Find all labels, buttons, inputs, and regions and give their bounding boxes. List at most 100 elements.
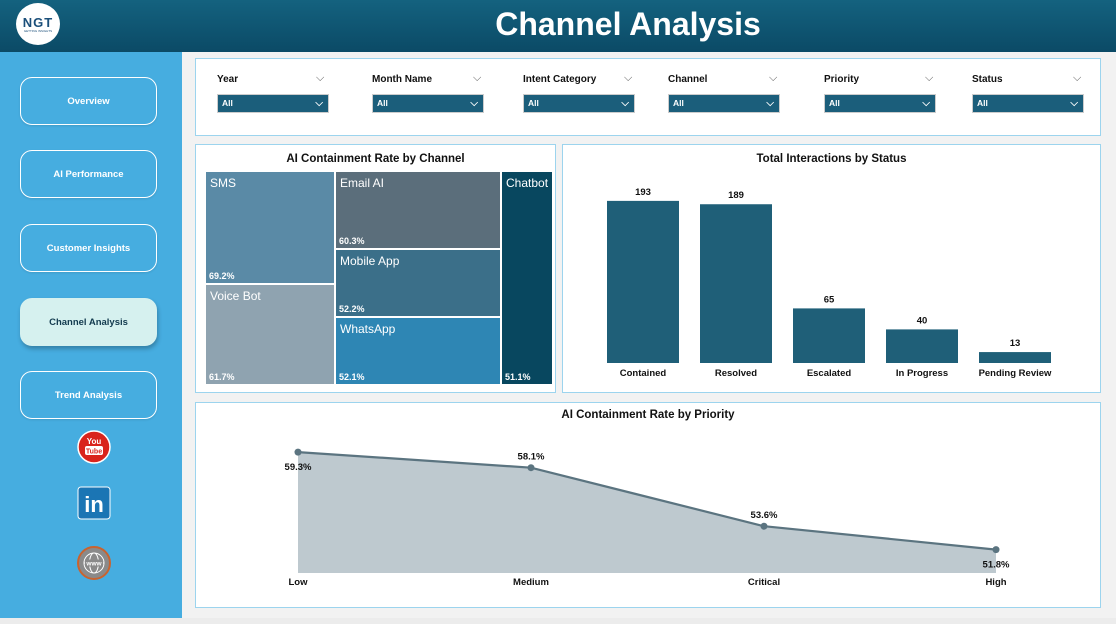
dropdown-value: All (528, 98, 539, 108)
globe-text: www (85, 561, 102, 568)
main-area: Year ⌵ All ⌵ Month Name ⌵ All ⌵ Intent Cat… (182, 52, 1116, 618)
logo-text: NGT (22, 14, 54, 30)
bar-value-label: 13 (1010, 338, 1021, 349)
youtube-text-tube: Tube (86, 449, 102, 456)
year-dropdown[interactable]: All ⌵ (217, 94, 329, 113)
sidebar: Overview AI Performance Customer Insight… (0, 52, 182, 618)
filter-panel: Year ⌵ All ⌵ Month Name ⌵ All ⌵ Intent Cat… (195, 58, 1101, 136)
bar-value-label: 193 (635, 187, 651, 198)
dropdown-value: All (222, 98, 233, 108)
area-point[interactable] (760, 522, 768, 530)
logo-subtext: GETTING INSIGHTS (23, 28, 53, 33)
tile-name: WhatsApp (340, 322, 396, 336)
area-line (297, 451, 997, 551)
chevron-down-icon[interactable]: ⌵ (1073, 72, 1082, 84)
area-chart: 59.3% Low 58.1% Medium 53.6% Critical 51.8% Hig… (285, 448, 1010, 588)
area-chart-title: AI Containment Rate by Priority (561, 409, 735, 421)
area-data-label: 59.3% (285, 462, 312, 473)
nav-overview-button[interactable]: Overview (20, 77, 157, 125)
tile-value: 52.2% (339, 304, 365, 314)
bar-resolved[interactable] (700, 204, 772, 363)
channel-dropdown[interactable]: All ⌵ (668, 94, 780, 113)
youtube-text-you: You (87, 437, 102, 446)
tile-value: 60.3% (339, 236, 365, 246)
tile-name: Mobile App (340, 254, 400, 268)
filter-label: Priority (824, 74, 860, 85)
priority-area-chart-panel: AI Containment Rate by Priority 59.3% Low… (195, 402, 1101, 608)
status-bar-chart-panel: Total Interactions by Status 193 Containe… (562, 144, 1101, 393)
area-point[interactable] (294, 448, 302, 456)
nav-ai-performance-button[interactable]: AI Performance (20, 150, 157, 198)
youtube-icon[interactable]: You Tube (77, 430, 111, 464)
tile-value: 52.1% (339, 372, 365, 382)
area-category-label: High (985, 577, 1006, 588)
intent-category-dropdown[interactable]: All ⌵ (523, 94, 635, 113)
bar-category-label: Escalated (807, 368, 852, 379)
chevron-down-icon[interactable]: ⌵ (473, 72, 482, 84)
nav-customer-insights-button[interactable]: Customer Insights (20, 224, 157, 272)
status-dropdown[interactable]: All ⌵ (972, 94, 1084, 113)
chevron-down-icon: ⌵ (470, 98, 478, 109)
chevron-down-icon[interactable]: ⌵ (925, 72, 934, 84)
area-fill (298, 452, 996, 573)
area-point[interactable] (992, 546, 1000, 554)
bottom-bar (0, 618, 1116, 624)
chevron-down-icon: ⌵ (1070, 98, 1078, 109)
linkedin-text: in (84, 492, 104, 517)
tile-value: 51.1% (505, 372, 531, 382)
filter-label: Status (972, 74, 1003, 85)
treemap-tile-email-ai[interactable]: Email AI 60.3% (335, 171, 501, 249)
linkedin-icon[interactable]: in (77, 486, 111, 520)
filter-label: Month Name (372, 74, 432, 85)
month-name-dropdown[interactable]: All ⌵ (372, 94, 484, 113)
treemap-tile-whatsapp[interactable]: WhatsApp 52.1% (335, 317, 501, 385)
chevron-down-icon: ⌵ (766, 98, 774, 109)
tile-name: Chatbot (506, 176, 549, 190)
bar-category-label: Resolved (715, 368, 757, 379)
area-data-label: 58.1% (518, 452, 545, 463)
nav-channel-analysis-button[interactable]: Channel Analysis (20, 298, 157, 346)
bar-escalated[interactable] (793, 308, 865, 363)
nav-trend-analysis-button[interactable]: Trend Analysis (20, 371, 157, 419)
bar-value-label: 40 (917, 315, 928, 326)
chevron-down-icon: ⌵ (621, 98, 629, 109)
treemap-tile-voice-bot[interactable]: Voice Bot 61.7% (205, 284, 335, 385)
area-point[interactable] (527, 464, 535, 472)
bar-pending-review[interactable] (979, 352, 1051, 363)
bar-category-label: Contained (620, 368, 667, 379)
dropdown-value: All (377, 98, 388, 108)
treemap-panel: AI Containment Rate by Channel SMS 69.2%… (195, 144, 556, 393)
chevron-down-icon: ⌵ (922, 98, 930, 109)
tile-name: Voice Bot (210, 289, 261, 303)
bar-contained[interactable] (607, 200, 679, 363)
company-logo: NGT GETTING INSIGHTS (16, 3, 60, 45)
tile-value: 61.7% (209, 372, 235, 382)
priority-dropdown[interactable]: All ⌵ (824, 94, 936, 113)
treemap-tile-sms[interactable]: SMS 69.2% (205, 171, 335, 284)
tile-value: 69.2% (209, 271, 235, 281)
treemap-tile-chatbot[interactable]: Chatbot 51.1% (501, 171, 553, 385)
chevron-down-icon[interactable]: ⌵ (769, 72, 778, 84)
bar-in-progress[interactable] (886, 329, 958, 363)
dropdown-value: All (829, 98, 840, 108)
treemap-tile-mobile-app[interactable]: Mobile App 52.2% (335, 249, 501, 317)
tile-name: Email AI (340, 176, 385, 190)
treemap-title: AI Containment Rate by Channel (286, 153, 465, 165)
area-data-label: 53.6% (751, 510, 778, 521)
globe-icon[interactable]: www (77, 546, 111, 580)
bar-value-label: 65 (824, 294, 835, 305)
page-title: Channel Analysis (495, 6, 761, 42)
chevron-down-icon[interactable]: ⌵ (316, 72, 325, 84)
bar-category-label: Pending Review (979, 368, 1052, 379)
bar-category-label: In Progress (896, 368, 948, 379)
filter-label: Year (217, 74, 239, 85)
bar-value-label: 189 (728, 190, 744, 201)
area-category-label: Critical (748, 577, 780, 588)
dropdown-value: All (977, 98, 988, 108)
dropdown-value: All (673, 98, 684, 108)
bar-chart: 193 Contained 189 Resolved 65 Escalated 40 In P… (607, 187, 1052, 379)
chevron-down-icon: ⌵ (315, 98, 323, 109)
area-category-label: Medium (513, 577, 549, 588)
filter-label: Intent Category (523, 74, 597, 85)
chevron-down-icon[interactable]: ⌵ (624, 72, 633, 84)
